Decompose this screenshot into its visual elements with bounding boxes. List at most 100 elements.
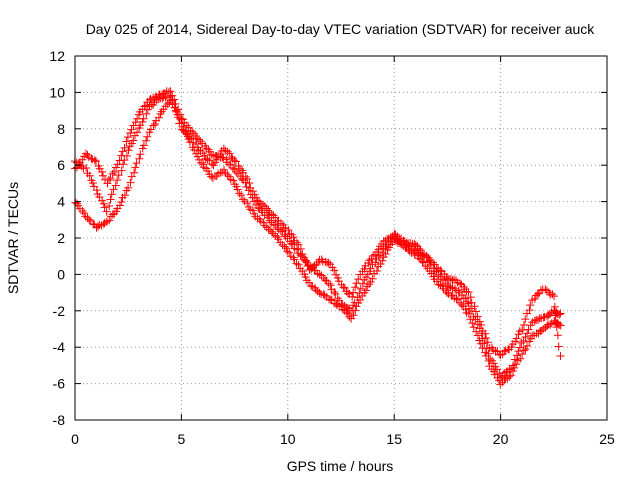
data-point xyxy=(289,253,298,262)
data-point xyxy=(454,286,463,295)
data-point xyxy=(243,174,252,183)
data-point xyxy=(88,179,97,188)
data-point xyxy=(521,345,530,354)
data-point xyxy=(481,329,490,338)
data-point xyxy=(94,222,103,231)
data-point xyxy=(351,306,360,315)
y-tick-label: -2 xyxy=(53,303,66,319)
data-point xyxy=(182,129,191,138)
data-point xyxy=(300,253,309,262)
data-point xyxy=(193,152,202,161)
data-point xyxy=(175,114,184,123)
data-point xyxy=(231,157,240,166)
data-point xyxy=(337,302,346,311)
data-point xyxy=(484,356,493,365)
data-point xyxy=(132,159,141,168)
data-point xyxy=(152,96,161,105)
data-point xyxy=(104,175,113,184)
data-point xyxy=(142,109,151,118)
data-point xyxy=(126,178,135,187)
data-point xyxy=(89,219,98,228)
data-point xyxy=(225,149,234,158)
data-point xyxy=(551,311,560,320)
data-point xyxy=(466,293,475,302)
data-point xyxy=(496,351,505,360)
data-point xyxy=(181,127,190,136)
data-point xyxy=(307,281,316,290)
y-axis-title: SDTVAR / TECUs xyxy=(5,182,21,294)
data-point xyxy=(228,163,237,172)
data-point xyxy=(550,302,559,311)
data-point xyxy=(548,290,557,299)
data-point xyxy=(241,172,250,181)
data-point xyxy=(430,260,439,269)
data-point xyxy=(183,132,192,141)
data-point xyxy=(223,147,232,156)
data-point xyxy=(100,203,109,212)
data-point xyxy=(432,263,441,272)
data-point xyxy=(237,191,246,200)
data-point xyxy=(526,301,535,310)
data-point xyxy=(482,351,491,360)
data-point xyxy=(194,146,203,155)
data-point xyxy=(283,247,292,256)
data-point xyxy=(522,341,531,350)
data-point xyxy=(315,288,324,297)
data-point xyxy=(188,127,197,136)
data-point xyxy=(202,144,211,153)
data-point xyxy=(519,336,528,345)
data-point xyxy=(191,140,200,149)
data-point xyxy=(301,272,310,281)
x-tick-label: 20 xyxy=(493,431,509,447)
data-point xyxy=(111,181,120,190)
data-point xyxy=(545,309,554,318)
data-point xyxy=(294,260,303,269)
data-point xyxy=(512,360,521,369)
data-point xyxy=(473,312,482,321)
x-tick-label: 0 xyxy=(71,431,79,447)
data-point xyxy=(457,300,466,309)
data-points xyxy=(70,87,565,389)
data-point xyxy=(354,275,363,284)
data-point xyxy=(422,251,431,260)
data-point xyxy=(122,151,131,160)
data-point xyxy=(289,233,298,242)
data-point xyxy=(130,131,139,140)
data-point xyxy=(141,101,150,110)
data-point xyxy=(378,256,387,265)
data-point xyxy=(530,316,539,325)
data-point xyxy=(203,155,212,164)
series-track-c xyxy=(70,91,565,360)
data-point xyxy=(365,256,374,265)
data-point xyxy=(556,321,565,330)
data-point xyxy=(521,333,530,342)
data-point xyxy=(556,351,565,360)
data-point xyxy=(102,207,111,216)
data-point xyxy=(381,236,390,245)
data-point xyxy=(470,302,479,311)
data-point xyxy=(90,156,99,165)
data-point xyxy=(410,249,419,258)
data-point xyxy=(393,232,402,241)
series-track-b xyxy=(71,96,565,389)
data-point xyxy=(381,250,390,259)
data-point xyxy=(106,174,115,183)
data-point xyxy=(356,295,365,304)
data-point xyxy=(107,190,116,199)
data-point xyxy=(80,209,89,218)
y-tick-label: 0 xyxy=(57,266,65,282)
data-point xyxy=(342,308,351,317)
data-point xyxy=(461,294,470,303)
data-point xyxy=(139,114,148,123)
data-point xyxy=(369,251,378,260)
data-point xyxy=(500,347,509,356)
data-point xyxy=(248,206,257,215)
data-point xyxy=(400,237,409,246)
data-point xyxy=(248,187,257,196)
data-point xyxy=(330,287,339,296)
data-point xyxy=(298,250,307,259)
data-point xyxy=(483,338,492,347)
data-point xyxy=(418,249,427,258)
data-point xyxy=(352,302,361,311)
data-point xyxy=(105,216,114,225)
